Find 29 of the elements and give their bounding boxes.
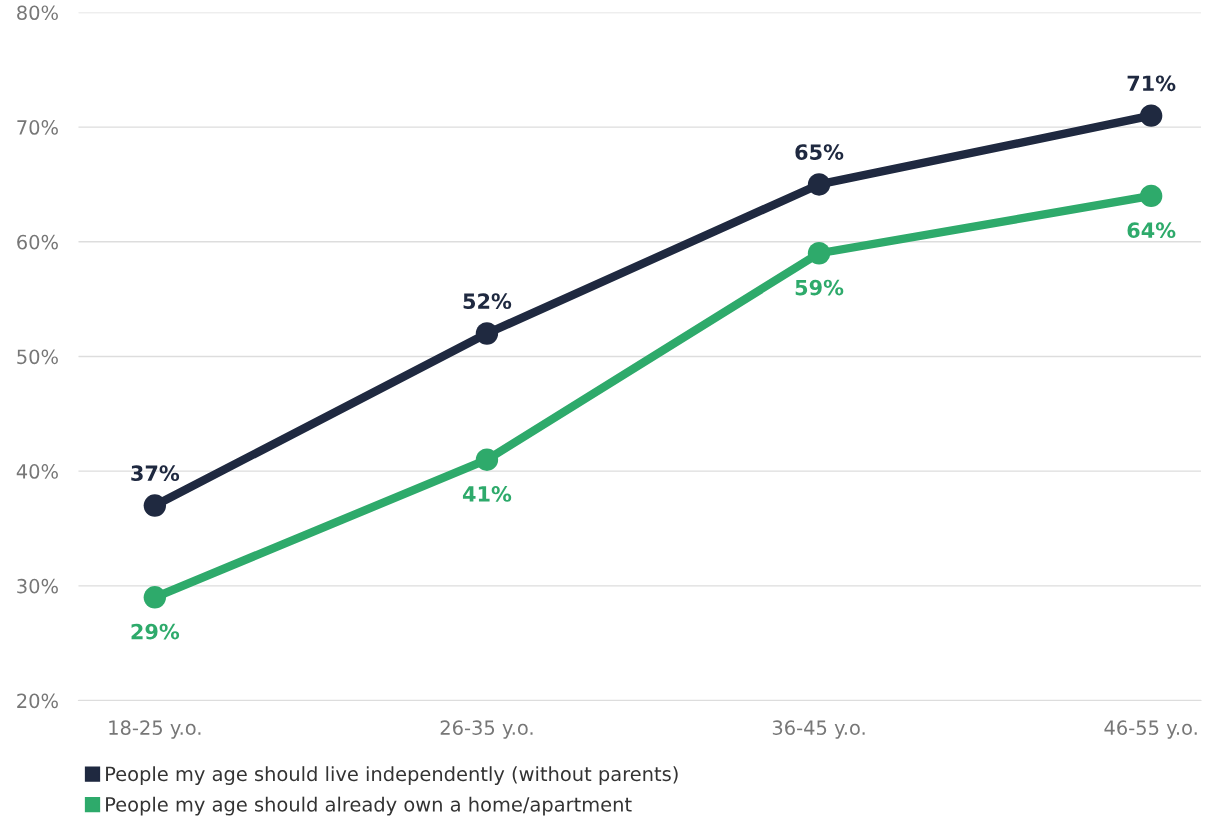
point xyxy=(807,173,831,196)
data-label: 41% xyxy=(462,486,512,502)
y-tick-label: 70% xyxy=(17,120,58,135)
y-tick-label: 20% xyxy=(17,693,58,709)
point xyxy=(1139,184,1163,208)
y-tick-label: 60% xyxy=(17,234,58,250)
point xyxy=(143,586,167,609)
data-label: 59% xyxy=(795,279,844,296)
data-label: 64% xyxy=(1127,222,1176,239)
y-tick-label: 40% xyxy=(16,464,58,479)
point xyxy=(1139,104,1163,127)
y-tick-label: 80% xyxy=(17,5,58,21)
point xyxy=(807,242,831,265)
point xyxy=(475,322,499,345)
data-label: 29% xyxy=(131,623,180,640)
x-tick-label: 46-55 y.o. xyxy=(1104,720,1197,739)
data-label: 52% xyxy=(463,293,512,310)
data-label: 37% xyxy=(131,465,180,482)
point xyxy=(475,448,499,471)
x-tick-label: 18-25 y.o. xyxy=(109,720,201,739)
data-label: 71% xyxy=(1127,75,1176,92)
y-tick-label: 50% xyxy=(17,349,58,365)
x-tick-label: 36-45 y.o. xyxy=(772,720,865,739)
legend-label: People my age should already own a home/apartment xyxy=(106,796,632,816)
y-tick-label: 30% xyxy=(17,578,58,594)
point xyxy=(143,494,167,517)
legend-label: People my age should live independently (without parents) xyxy=(106,766,678,785)
data-label: 65% xyxy=(795,144,844,160)
x-tick-label: 26-35 y.o. xyxy=(440,720,533,739)
